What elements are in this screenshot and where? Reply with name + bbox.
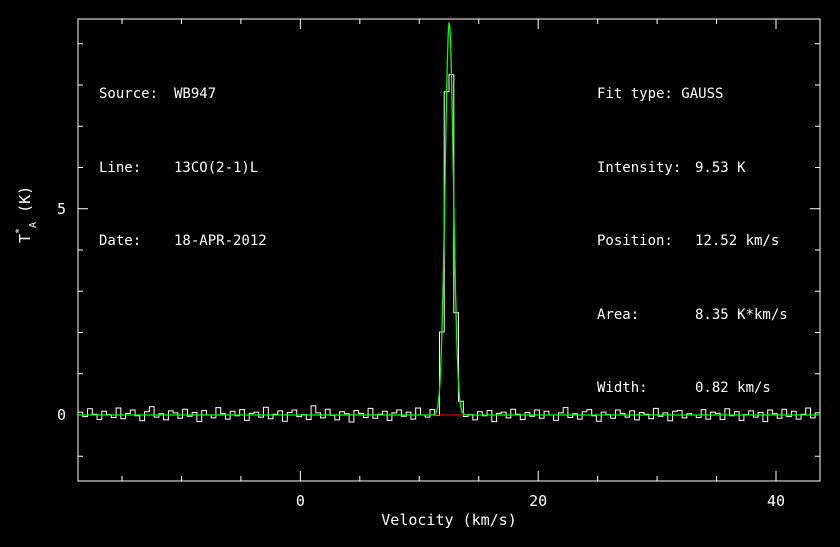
fit-results: Fit type: GAUSS Intensity: 9.53 K Positio… [597,33,788,425]
fit-type-label: Fit type: [597,86,673,102]
date-value: 18-APR-2012 [174,233,267,249]
x-tick-label: 20 [529,492,547,510]
width-value: 0.82 km/s [695,380,771,396]
source-label: Source: [99,86,159,102]
area-value: 8.35 K*km/s [695,306,788,323]
area-label: Area: [597,306,640,323]
position-value: 12.52 km/s [695,233,780,249]
intensity-label: Intensity: [597,159,682,176]
line-label: Line: [99,159,142,176]
x-axis-label: Velocity (km/s) [381,511,516,529]
gaussian-fit-line [78,22,820,416]
y-tick-label: 0 [57,406,66,424]
axis-tick-labels: 0 20 40 0 5 [57,200,785,510]
y-tick-label: 5 [57,200,66,218]
data-series [78,22,820,423]
x-tick-label: 0 [296,492,305,510]
fit-type-value: GAUSS [681,86,724,102]
line-value: 13CO(2-1)L [174,159,259,176]
x-tick-label: 40 [767,492,785,510]
position-label: Position: [597,233,673,249]
y-axis-label: T*A (K) [14,185,39,243]
width-label: Width: [597,380,648,396]
source-value: WB947 [174,86,217,102]
date-label: Date: [99,233,142,249]
intensity-value: 9.53 K [695,159,746,176]
observation-info: Source: WB947 Line: 13CO(2-1)L Date: 18-APR… [99,33,267,278]
